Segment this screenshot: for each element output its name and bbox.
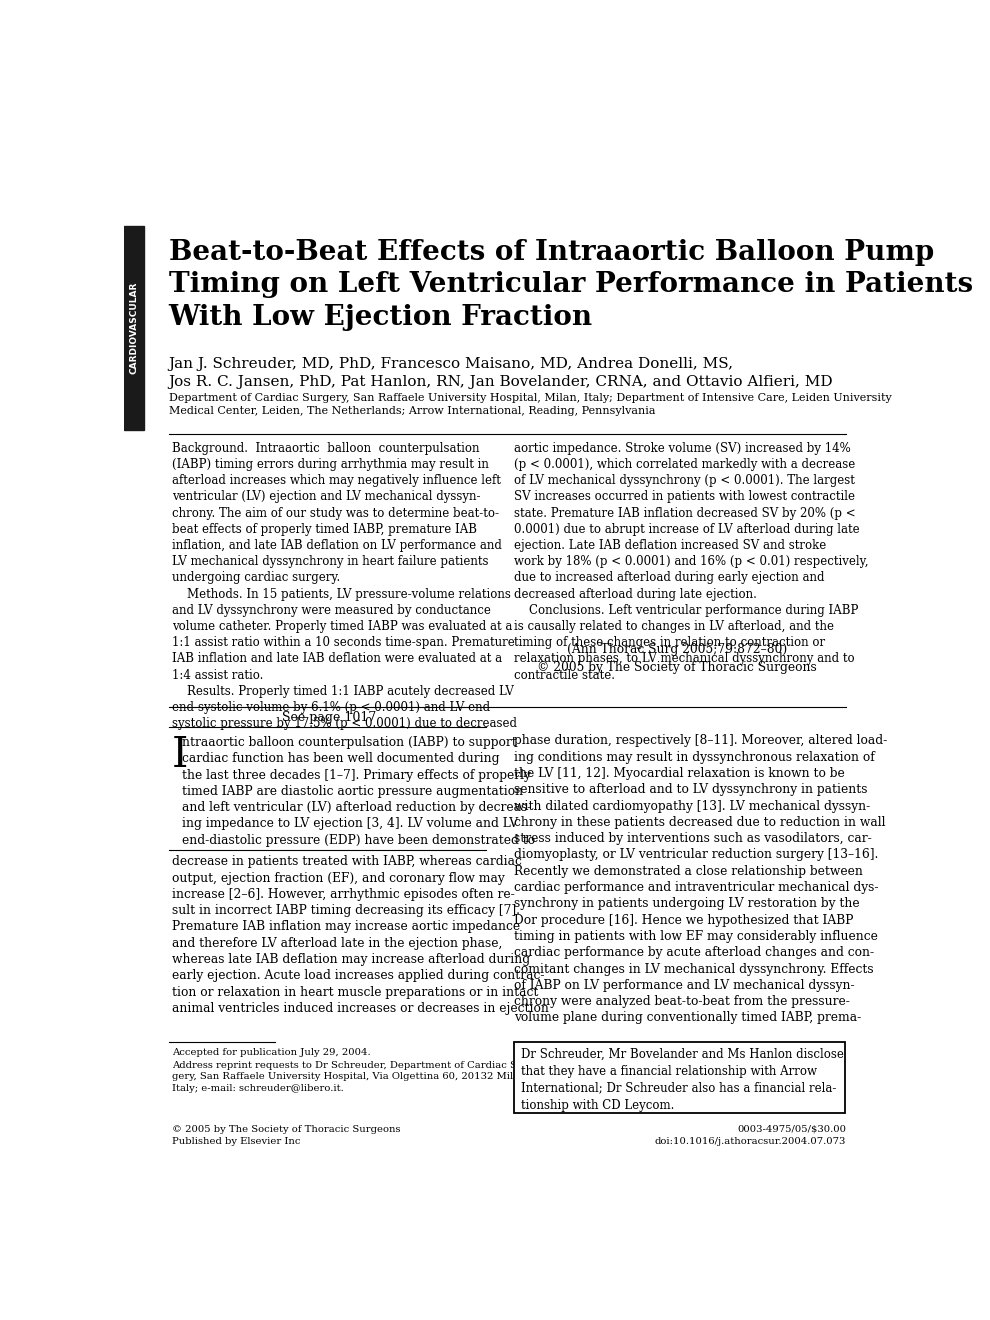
Text: Department of Cardiac Surgery, San Raffaele University Hospital, Milan, Italy; D: Department of Cardiac Surgery, San Raffa… [168,393,891,416]
Text: decrease in patients treated with IABP, whereas cardiac
output, ejection fractio: decrease in patients treated with IABP, … [172,855,548,1015]
Text: I: I [172,734,188,776]
Text: ntraaortic balloon counterpulsation (IABP) to support
cardiac function has been : ntraaortic balloon counterpulsation (IAB… [182,737,535,846]
Text: phase duration, respectively [8–11]. Moreover, altered load-
ing conditions may : phase duration, respectively [8–11]. Mor… [515,734,888,1024]
Bar [124,226,144,430]
Text: (Ann Thorac Surg 2005;79:872–80)
© 2005 by The Society of Thoracic Surgeons: (Ann Thorac Surg 2005;79:872–80) © 2005 … [538,644,817,675]
Text: Dr Schreuder, Mr Bovelander and Ms Hanlon disclose
that they have a financial re: Dr Schreuder, Mr Bovelander and Ms Hanlo… [521,1048,843,1111]
Text: aortic impedance. Stroke volume (SV) increased by 14%
(p < 0.0001), which correl: aortic impedance. Stroke volume (SV) inc… [515,442,869,681]
Text: Background.  Intraaortic  balloon  counterpulsation
(IABP) timing errors during : Background. Intraaortic balloon counterp… [172,442,517,730]
Text: Beat-to-Beat Effects of Intraaortic Balloon Pump
Timing on Left Ventricular Perf: Beat-to-Beat Effects of Intraaortic Ball… [168,239,973,331]
Text: © 2005 by The Society of Thoracic Surgeons
Published by Elsevier Inc: © 2005 by The Society of Thoracic Surgeo… [172,1125,400,1146]
Text: CARDIOVASCULAR: CARDIOVASCULAR [130,281,139,374]
Text: Accepted for publication July 29, 2004.: Accepted for publication July 29, 2004. [172,1048,370,1057]
Text: Jan J. Schreuder, MD, PhD, Francesco Maisano, MD, Andrea Donelli, MS,
Jos R. C. : Jan J. Schreuder, MD, PhD, Francesco Mai… [168,358,834,389]
Text: 0003-4975/05/$30.00
doi:10.1016/j.athoracsur.2004.07.073: 0003-4975/05/$30.00 doi:10.1016/j.athora… [654,1125,846,1146]
Text: See page 1017: See page 1017 [282,711,376,725]
Text: Address reprint requests to Dr Schreuder, Department of Cardiac Sur-
gery, San R: Address reprint requests to Dr Schreuder… [172,1061,532,1093]
FancyBboxPatch shape [515,1043,844,1113]
